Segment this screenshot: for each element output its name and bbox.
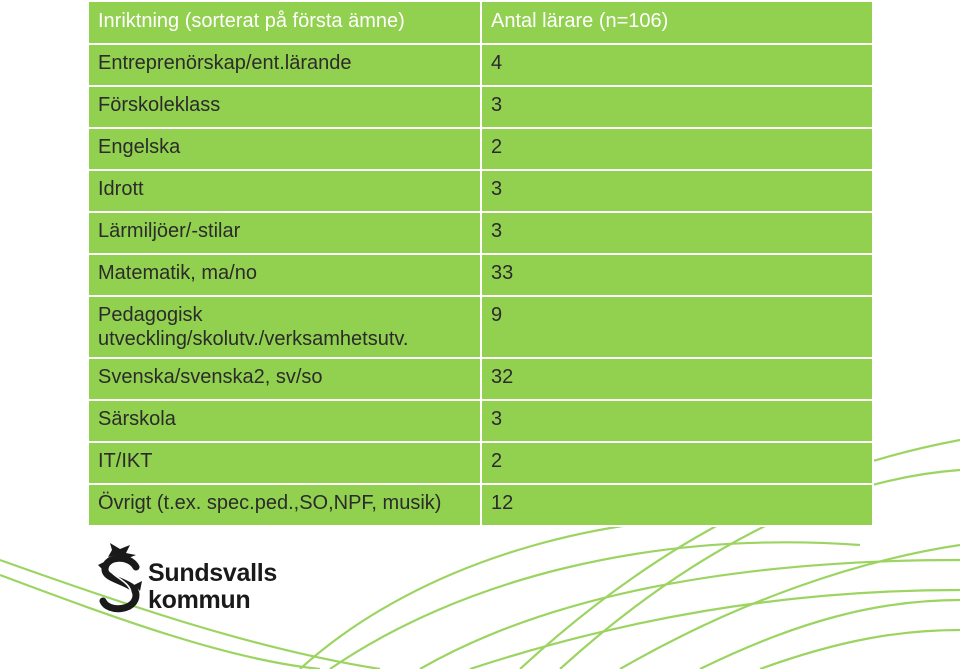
row-subject: Särskola	[87, 399, 482, 443]
row-subject: Pedagogisk utveckling/skolutv./verksamhe…	[87, 295, 482, 359]
row-subject: Entreprenörskap/ent.lärande	[87, 43, 482, 87]
table-row: Idrott 3	[87, 169, 874, 213]
table-row: Svenska/svenska2, sv/so 32	[87, 357, 874, 401]
header-count: Antal lärare (n=106)	[480, 0, 874, 45]
row-subject: Idrott	[87, 169, 482, 213]
row-count: 3	[480, 211, 874, 255]
row-count: 3	[480, 399, 874, 443]
logo-line-kommun: kommun	[148, 586, 251, 614]
row-count: 12	[480, 483, 874, 527]
header-subject: Inriktning (sorterat på första ämne)	[87, 0, 482, 45]
row-count: 33	[480, 253, 874, 297]
logo-wordmark: Sundsvalls kommun	[148, 560, 277, 614]
row-count: 3	[480, 85, 874, 129]
row-count: 3	[480, 169, 874, 213]
table-row: Övrigt (t.ex. spec.ped.,SO,NPF, musik) 1…	[87, 483, 874, 527]
logo-line-sundsvalls: Sundsvalls	[148, 559, 277, 587]
row-subject: IT/IKT	[87, 441, 482, 485]
table-row: Förskoleklass 3	[87, 85, 874, 129]
row-subject: Engelska	[87, 127, 482, 171]
table-row: Engelska 2	[87, 127, 874, 171]
row-subject: Svenska/svenska2, sv/so	[87, 357, 482, 401]
table-row: Matematik, ma/no 33	[87, 253, 874, 297]
table-row: Pedagogisk utveckling/skolutv./verksamhe…	[87, 295, 874, 359]
row-count: 2	[480, 441, 874, 485]
row-count: 9	[480, 295, 874, 359]
row-subject: Lärmiljöer/-stilar	[87, 211, 482, 255]
row-subject: Övrigt (t.ex. spec.ped.,SO,NPF, musik)	[87, 483, 482, 527]
table-row: Lärmiljöer/-stilar 3	[87, 211, 874, 255]
table-row: IT/IKT 2	[87, 441, 874, 485]
table-row: Entreprenörskap/ent.lärande 4	[87, 43, 874, 87]
row-count: 4	[480, 43, 874, 87]
row-subject: Matematik, ma/no	[87, 253, 482, 297]
row-count: 2	[480, 127, 874, 171]
table-row: Särskola 3	[87, 399, 874, 443]
row-subject: Förskoleklass	[87, 85, 482, 129]
table-header-row: Inriktning (sorterat på första ämne) Ant…	[87, 0, 874, 45]
teacher-focus-table: Inriktning (sorterat på första ämne) Ant…	[87, 0, 874, 527]
dragon-s-emblem-icon	[98, 543, 142, 613]
row-count: 32	[480, 357, 874, 401]
